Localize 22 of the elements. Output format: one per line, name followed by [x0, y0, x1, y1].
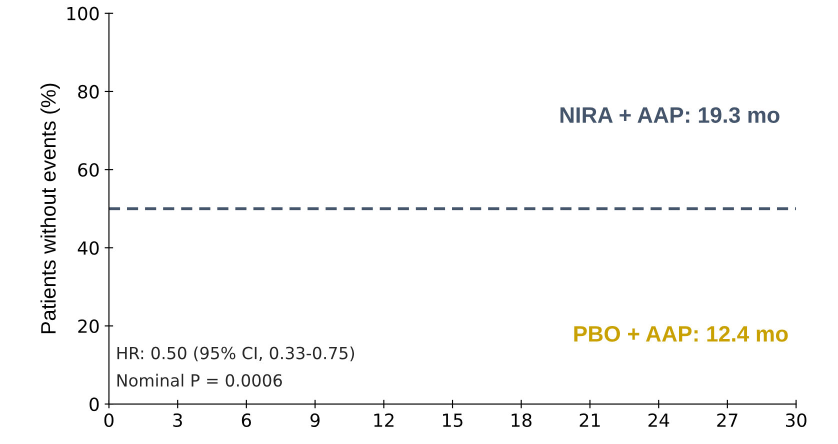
x-tick-label: 21 — [580, 413, 600, 427]
x-tick-label: 3 — [173, 413, 182, 428]
annotation: HR: 0.50 (95% CI, 0.33-0.75) — [117, 346, 354, 362]
x-tick-label: 27 — [717, 413, 738, 427]
y-tick-label: 80 — [78, 84, 99, 99]
y-axis-title: Patients without events (%) — [40, 84, 60, 334]
y-tick-label: 60 — [78, 163, 99, 177]
y-tick-label: 0 — [90, 398, 99, 412]
x-tick-label: 15 — [443, 414, 462, 428]
y-tick-label: 100 — [67, 6, 99, 20]
x-tick-label: 6 — [242, 413, 251, 428]
x-tick-label: 12 — [374, 413, 394, 427]
x-tick-label: 0 — [104, 413, 114, 428]
annotation: Nominal P = 0.0006 — [117, 374, 282, 387]
x-tick-label: 9 — [310, 413, 320, 428]
annotation: PBO + AAP: 12.4 mo — [574, 326, 788, 342]
y-tick-label: 40 — [78, 241, 99, 255]
x-tick-label: 24 — [648, 413, 670, 427]
annotation: NIRA + AAP: 19.3 mo — [560, 107, 780, 123]
x-tick-label: 18 — [512, 413, 532, 428]
y-tick-label: 20 — [78, 319, 99, 334]
x-tick-label: 30 — [786, 413, 806, 428]
